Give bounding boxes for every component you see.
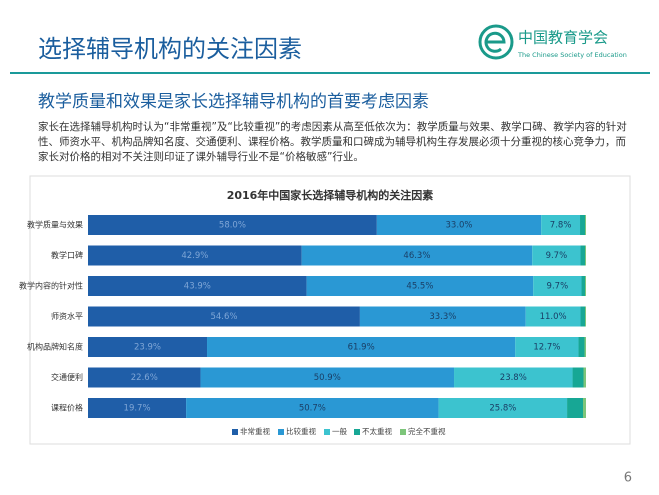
- bar-segment: [585, 306, 586, 327]
- data-label: 61.9%: [348, 343, 375, 353]
- data-label: 23.9%: [134, 343, 161, 353]
- legend-swatch: [354, 429, 360, 435]
- y-tick-label: 交通便利: [51, 372, 83, 382]
- bar-segment: [584, 337, 586, 357]
- logo-icon: [478, 24, 514, 60]
- legend-swatch: [232, 429, 238, 435]
- bar-segment: [583, 367, 586, 388]
- data-label: 42.9%: [181, 251, 208, 261]
- data-label: 7.8%: [550, 221, 572, 231]
- y-tick-label: 教学内容的针对性: [19, 281, 83, 291]
- data-label: 11.0%: [540, 312, 567, 322]
- bar-segment: [580, 215, 586, 235]
- legend-label: 比较重视: [286, 426, 316, 436]
- data-label: 43.9%: [184, 282, 211, 292]
- bar-segment: [583, 398, 586, 418]
- plot: 教学质量与效果 58.0% 33.0% 7.8% 教学口碑 42.9% 46.3% 9.7% 教…: [19, 215, 586, 436]
- bar-segment: [585, 276, 586, 296]
- bar-segment: [186, 398, 439, 418]
- data-label: 25.8%: [489, 404, 516, 414]
- bar-segment: [454, 367, 573, 388]
- legend-swatch: [324, 429, 330, 435]
- y-tick-label: 机构品牌知名度: [27, 342, 83, 352]
- bar-segment: [200, 367, 455, 388]
- data-label: 12.7%: [533, 343, 560, 353]
- legend-label: 非常重视: [240, 426, 270, 436]
- y-tick-label: 教学口碑: [51, 250, 83, 260]
- logo-name: 中国教育学会: [518, 29, 608, 47]
- page-number: 6: [624, 471, 632, 486]
- legend-label: 一般: [332, 426, 347, 436]
- bar-segment: [438, 398, 568, 418]
- data-label: 46.3%: [403, 251, 430, 261]
- bar-segment: [580, 245, 586, 266]
- bar-segment: [359, 306, 526, 327]
- legend-swatch: [400, 429, 406, 435]
- bar-segment: [533, 276, 582, 296]
- data-label: 9.7%: [547, 282, 569, 292]
- bar-segment: [207, 337, 516, 357]
- body-text: 家长在选择辅导机构时认为“非常重视”及“比较重视”的考虑因素从高至低依次为：教学…: [38, 121, 627, 163]
- bar-segment: [88, 306, 360, 327]
- slide-title: 选择辅导机构的关注因素: [38, 35, 302, 63]
- data-label: 54.6%: [210, 312, 237, 322]
- bar-segment: [515, 337, 579, 357]
- logo-icon-e: [484, 31, 506, 53]
- chart-title: 2016年中国家长选择辅导机构的关注因素: [227, 188, 434, 202]
- bar-segment: [567, 398, 584, 418]
- legend-label: 完全不重视: [408, 426, 446, 436]
- data-label: 33.0%: [446, 221, 473, 231]
- data-label: 19.7%: [124, 404, 151, 414]
- bar-segment: [301, 245, 533, 266]
- y-tick-label: 师资水平: [51, 311, 83, 321]
- y-tick-label: 课程价格: [51, 403, 83, 413]
- subtitle: 教学质量和效果是家长选择辅导机构的首要考虑因素: [38, 92, 429, 112]
- data-label: 23.8%: [500, 373, 527, 383]
- data-label: 33.3%: [429, 312, 456, 322]
- bar-segment: [88, 398, 187, 418]
- bar-segment: [88, 367, 201, 388]
- legend-label: 不太重视: [362, 426, 392, 436]
- bar-segment: [88, 337, 208, 357]
- bar-segment: [376, 215, 542, 235]
- data-label: 58.0%: [219, 221, 246, 231]
- bar-segment: [525, 306, 581, 327]
- bar-segment: [306, 276, 534, 296]
- data-label: 22.6%: [131, 373, 158, 383]
- y-tick-label: 教学质量与效果: [27, 220, 83, 230]
- data-label: 50.7%: [299, 404, 326, 414]
- bar-segment: [578, 337, 585, 357]
- data-label: 50.9%: [314, 373, 341, 383]
- bar-segment: [585, 215, 586, 235]
- data-label: 9.7%: [546, 251, 568, 261]
- bar-segment: [88, 245, 302, 266]
- bar-segment: [572, 367, 584, 388]
- bar-segment: [88, 215, 377, 235]
- logo-subtitle: The Chinese Society of Education: [517, 51, 627, 59]
- legend-swatch: [278, 429, 284, 435]
- bar-segment: [580, 306, 586, 327]
- bar-segment: [532, 245, 581, 266]
- data-label: 45.5%: [406, 282, 433, 292]
- bar-segment: [541, 215, 581, 235]
- bar-segment: [88, 276, 307, 296]
- bar-segment: [585, 245, 586, 266]
- bar-segment: [581, 276, 586, 296]
